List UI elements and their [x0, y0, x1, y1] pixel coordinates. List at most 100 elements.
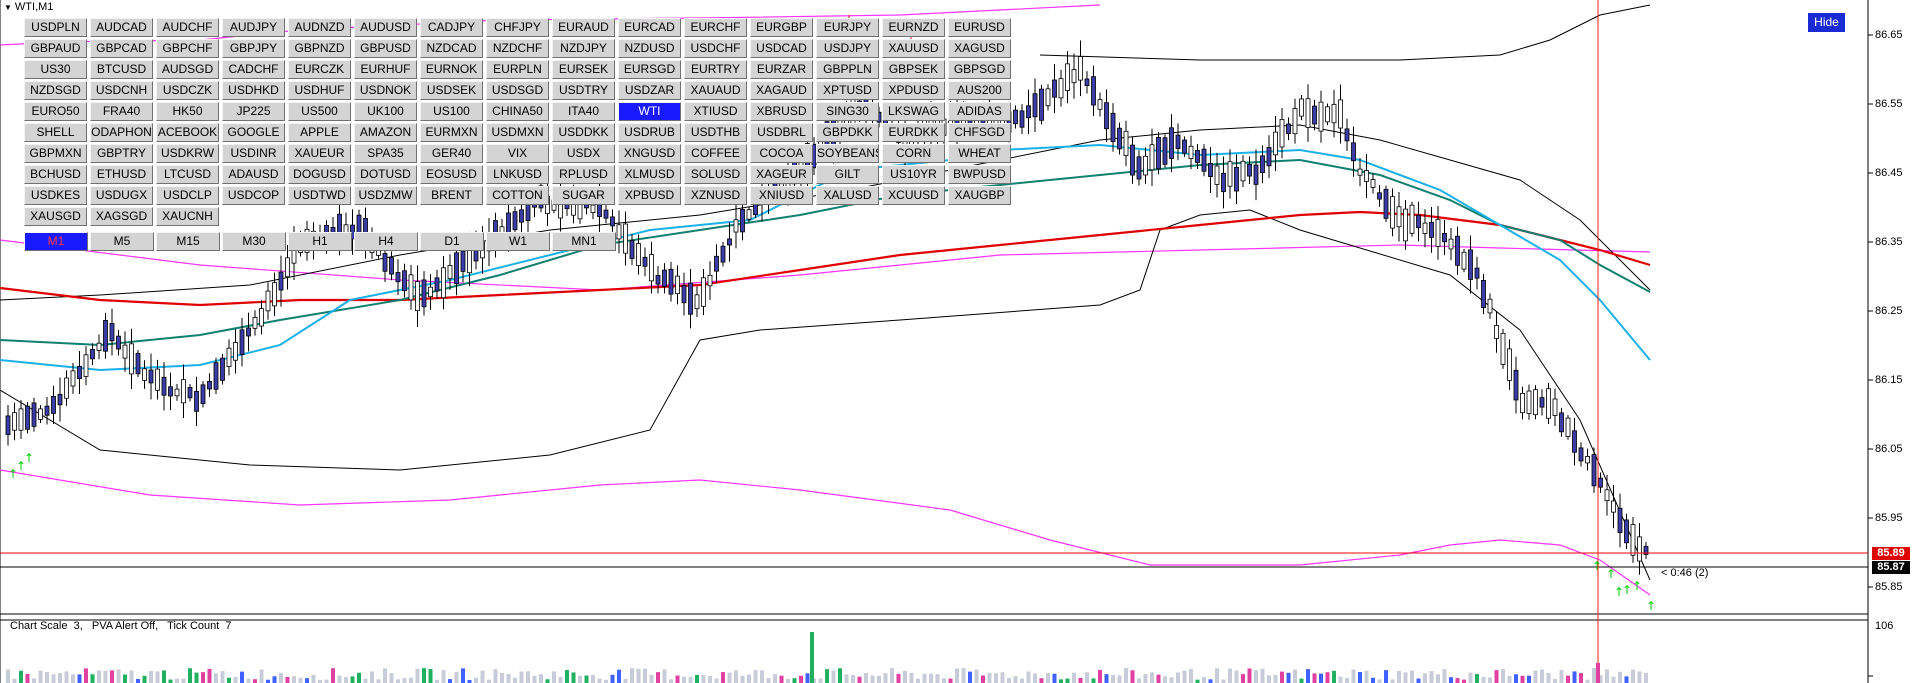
symbol-button-euraud[interactable]: EURAUD: [552, 18, 615, 37]
symbol-button-us30[interactable]: US30: [24, 60, 87, 79]
symbol-button-usdmxn[interactable]: USDMXN: [486, 123, 549, 142]
symbol-button-adausd[interactable]: ADAUSD: [222, 165, 285, 184]
symbol-button-xagsgd[interactable]: XAGSGD: [90, 207, 153, 226]
timeframe-button-h1[interactable]: H1: [288, 232, 352, 251]
dropdown-triangle-icon[interactable]: ▼: [4, 3, 12, 12]
symbol-button-eurnzd[interactable]: EURNZD: [882, 18, 945, 37]
symbol-button-nzdsgd[interactable]: NZDSGD: [24, 81, 87, 100]
timeframe-button-m1[interactable]: M1: [24, 232, 88, 251]
symbol-button-audusd[interactable]: AUDUSD: [354, 18, 417, 37]
symbol-button-eurjpy[interactable]: EURJPY: [816, 18, 879, 37]
symbol-button-coffee[interactable]: COFFEE: [684, 144, 747, 163]
symbol-button-gbptry[interactable]: GBPTRY: [90, 144, 153, 163]
symbol-button-eurpln[interactable]: EURPLN: [486, 60, 549, 79]
symbol-button-xalusd[interactable]: XALUSD: [816, 186, 879, 205]
symbol-button-usdzar[interactable]: USDZAR: [618, 81, 681, 100]
symbol-button-apple[interactable]: APPLE: [288, 123, 351, 142]
symbol-button-ltcusd[interactable]: LTCUSD: [156, 165, 219, 184]
symbol-button-usdtry[interactable]: USDTRY: [552, 81, 615, 100]
symbol-button-xauusd[interactable]: XAUUSD: [882, 39, 945, 58]
symbol-button-xznusd[interactable]: XZNUSD: [684, 186, 747, 205]
symbol-button-gbpusd[interactable]: GBPUSD: [354, 39, 417, 58]
symbol-button-gbpcad[interactable]: GBPCAD: [90, 39, 153, 58]
symbol-button-gbpchf[interactable]: GBPCHF: [156, 39, 219, 58]
symbol-button-ita40[interactable]: ITA40: [552, 102, 615, 121]
symbol-button-uk100[interactable]: UK100: [354, 102, 417, 121]
symbol-button-acebook[interactable]: ACEBOOK: [156, 123, 219, 142]
timeframe-button-h4[interactable]: H4: [354, 232, 418, 251]
timeframe-button-m30[interactable]: M30: [222, 232, 286, 251]
symbol-button-eurmxn[interactable]: EURMXN: [420, 123, 483, 142]
symbol-button-soybeans[interactable]: SOYBEANS: [816, 144, 879, 163]
symbol-button-ger40[interactable]: GER40: [420, 144, 483, 163]
symbol-button-xniusd[interactable]: XNIUSD: [750, 186, 813, 205]
symbol-button-nzdusd[interactable]: NZDUSD: [618, 39, 681, 58]
symbol-button-us10yr[interactable]: US10YR: [882, 165, 945, 184]
symbol-button-usdnok[interactable]: USDNOK: [354, 81, 417, 100]
symbol-button-xtiusd[interactable]: XTIUSD: [684, 102, 747, 121]
symbol-button-eosusd[interactable]: EOSUSD: [420, 165, 483, 184]
symbol-button-amazon[interactable]: AMAZON: [354, 123, 417, 142]
symbol-button-gilt[interactable]: GILT: [816, 165, 879, 184]
symbol-button-eursek[interactable]: EURSEK: [552, 60, 615, 79]
symbol-button-usdbrl[interactable]: USDBRL: [750, 123, 813, 142]
symbol-button-usdinr[interactable]: USDINR: [222, 144, 285, 163]
symbol-button-gbpdkk[interactable]: GBPDKK: [816, 123, 879, 142]
symbol-button-dotusd[interactable]: DOTUSD: [354, 165, 417, 184]
symbol-button-usdhuf[interactable]: USDHUF: [288, 81, 351, 100]
symbol-button-chfsgd[interactable]: CHFSGD: [948, 123, 1011, 142]
symbol-button-spa35[interactable]: SPA35: [354, 144, 417, 163]
symbol-button-eurzar[interactable]: EURZAR: [750, 60, 813, 79]
symbol-button-corn[interactable]: CORN: [882, 144, 945, 163]
symbol-button-brent[interactable]: BRENT: [420, 186, 483, 205]
symbol-button-xausgd[interactable]: XAUSGD: [24, 207, 87, 226]
symbol-button-usdkes[interactable]: USDKES: [24, 186, 87, 205]
symbol-button-usdcop[interactable]: USDCOP: [222, 186, 285, 205]
symbol-button-nzdchf[interactable]: NZDCHF: [486, 39, 549, 58]
symbol-button-audjpy[interactable]: AUDJPY: [222, 18, 285, 37]
symbol-button-eurchf[interactable]: EURCHF: [684, 18, 747, 37]
symbol-button-usdthb[interactable]: USDTHB: [684, 123, 747, 142]
symbol-button-cadjpy[interactable]: CADJPY: [420, 18, 483, 37]
symbol-button-google[interactable]: GOOGLE: [222, 123, 285, 142]
symbol-button-wti[interactable]: WTI: [618, 102, 681, 121]
symbol-button-gbpjpy[interactable]: GBPJPY: [222, 39, 285, 58]
symbol-button-gbpsek[interactable]: GBPSEK: [882, 60, 945, 79]
timeframe-button-m15[interactable]: M15: [156, 232, 220, 251]
symbol-button-euro50[interactable]: EURO50: [24, 102, 87, 121]
symbol-button-xcuusd[interactable]: XCUUSD: [882, 186, 945, 205]
symbol-button-usdhkd[interactable]: USDHKD: [222, 81, 285, 100]
symbol-button-eurdkk[interactable]: EURDKK: [882, 123, 945, 142]
symbol-button-chfjpy[interactable]: CHFJPY: [486, 18, 549, 37]
symbol-button-vix[interactable]: VIX: [486, 144, 549, 163]
symbol-button-nzdjpy[interactable]: NZDJPY: [552, 39, 615, 58]
symbol-button-usdsgd[interactable]: USDSGD: [486, 81, 549, 100]
symbol-button-eurhuf[interactable]: EURHUF: [354, 60, 417, 79]
symbol-button-cocoa[interactable]: COCOA: [750, 144, 813, 163]
symbol-button-usdugx[interactable]: USDUGX: [90, 186, 153, 205]
symbol-button-cotton[interactable]: COTTON: [486, 186, 549, 205]
symbol-button-ethusd[interactable]: ETHUSD: [90, 165, 153, 184]
symbol-button-aus200[interactable]: AUS200: [948, 81, 1011, 100]
symbol-button-us500[interactable]: US500: [288, 102, 351, 121]
symbol-button-us100[interactable]: US100: [420, 102, 483, 121]
symbol-button-usdchf[interactable]: USDCHF: [684, 39, 747, 58]
symbol-button-xbrusd[interactable]: XBRUSD: [750, 102, 813, 121]
symbol-button-usdcad[interactable]: USDCAD: [750, 39, 813, 58]
symbol-button-bwpusd[interactable]: BWPUSD: [948, 165, 1011, 184]
symbol-button-eurusd[interactable]: EURUSD: [948, 18, 1011, 37]
symbol-button-usdkrw[interactable]: USDKRW: [156, 144, 219, 163]
symbol-button-eurtry[interactable]: EURTRY: [684, 60, 747, 79]
symbol-button-eurnok[interactable]: EURNOK: [420, 60, 483, 79]
symbol-button-lkswag[interactable]: LKSWAG: [882, 102, 945, 121]
timeframe-button-mn1[interactable]: MN1: [552, 232, 616, 251]
symbol-button-eurgbp[interactable]: EURGBP: [750, 18, 813, 37]
symbol-button-usdx[interactable]: USDX: [552, 144, 615, 163]
symbol-button-xageur[interactable]: XAGEUR: [750, 165, 813, 184]
symbol-button-audnzd[interactable]: AUDNZD: [288, 18, 351, 37]
symbol-button-hk50[interactable]: HK50: [156, 102, 219, 121]
symbol-button-audchf[interactable]: AUDCHF: [156, 18, 219, 37]
timeframe-button-w1[interactable]: W1: [486, 232, 550, 251]
hide-button[interactable]: Hide: [1808, 13, 1845, 32]
symbol-button-usdclp[interactable]: USDCLP: [156, 186, 219, 205]
